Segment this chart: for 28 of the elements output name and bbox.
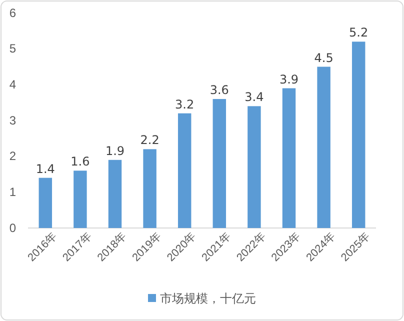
y-tick-label: 1 xyxy=(9,185,16,200)
bar xyxy=(282,88,296,228)
y-tick-label: 6 xyxy=(9,6,16,20)
bar xyxy=(212,99,226,228)
bar xyxy=(108,160,122,228)
bar xyxy=(143,149,156,228)
data-label: 1.6 xyxy=(70,154,90,169)
data-label: 3.2 xyxy=(175,97,194,112)
y-tick-label: 4 xyxy=(9,78,16,92)
data-label: 3.6 xyxy=(210,83,229,97)
y-tick-label: 0 xyxy=(9,220,16,235)
bar xyxy=(317,66,330,228)
data-label: 4.5 xyxy=(314,50,334,65)
y-tick-label: 5 xyxy=(9,42,16,56)
legend-label: 市场规模，十亿元 xyxy=(160,292,256,306)
data-label: 5.2 xyxy=(349,26,368,40)
data-label: 3.4 xyxy=(244,90,264,104)
bar xyxy=(248,106,261,228)
bar xyxy=(352,42,366,228)
y-tick-label: 2 xyxy=(9,149,16,164)
y-tick-label: 3 xyxy=(9,113,16,128)
data-label: 1.4 xyxy=(36,162,55,176)
bar xyxy=(38,178,52,228)
data-label: 3.9 xyxy=(279,72,299,86)
bar xyxy=(178,113,192,228)
bar xyxy=(74,170,87,228)
data-label: 1.9 xyxy=(105,144,125,158)
data-label: 2.2 xyxy=(140,133,160,148)
